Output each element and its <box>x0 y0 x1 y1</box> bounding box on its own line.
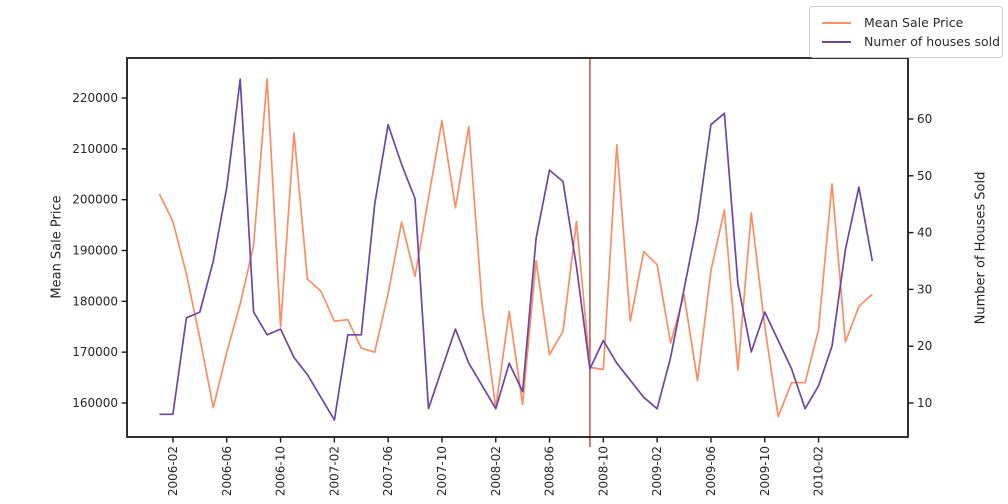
legend-item: Mean Sale Price <box>822 13 994 32</box>
houses-line-swatch-icon <box>822 40 851 43</box>
right-tick-label: 60 <box>917 112 932 126</box>
legend-label: Mean Sale Price <box>864 15 964 30</box>
left-tick-label: 210000 <box>72 142 118 156</box>
left-tick-label: 170000 <box>72 345 118 359</box>
x-tick-label: 2008-06 <box>543 446 557 496</box>
x-tick-label: 2006-06 <box>220 446 234 496</box>
left-axis-label: Mean Sale Price <box>49 195 65 299</box>
price-line <box>158 77 873 418</box>
plot-border <box>126 57 909 438</box>
left-tick-label: 220000 <box>72 91 118 105</box>
right-tick-label: 40 <box>917 226 932 240</box>
houses-line <box>159 78 874 421</box>
price-line-swatch-icon <box>822 21 851 24</box>
left-tick-label: 190000 <box>72 243 118 257</box>
x-tick-label: 2006-10 <box>274 446 288 496</box>
x-tick-label: 2009-02 <box>650 446 664 496</box>
right-tick-label: 10 <box>917 396 932 410</box>
left-tick-label: 200000 <box>72 193 118 207</box>
x-tick-label: 2009-10 <box>758 446 772 496</box>
x-tick-label: 2006-02 <box>166 446 180 496</box>
right-tick-label: 30 <box>917 282 932 296</box>
x-tick-label: 2007-10 <box>435 446 449 496</box>
left-tick-label: 160000 <box>72 396 118 410</box>
legend: Mean Sale Price Numer of houses sold <box>809 6 1003 58</box>
x-tick-label: 2010-02 <box>812 446 826 496</box>
right-tick-label: 50 <box>917 169 932 183</box>
x-tick-label: 2009-06 <box>704 446 718 496</box>
right-axis-label: Number of Houses Sold <box>973 171 989 325</box>
legend-label: Numer of houses sold <box>864 34 1001 49</box>
left-tick-label: 180000 <box>72 294 118 308</box>
x-tick-label: 2007-06 <box>381 446 395 496</box>
right-tick-label: 20 <box>917 339 932 353</box>
legend-item: Numer of houses sold <box>822 32 1000 51</box>
x-tick-label: 2007-02 <box>327 446 341 496</box>
x-tick-label: 2008-02 <box>489 446 503 496</box>
x-tick-label: 2008-10 <box>596 446 610 496</box>
